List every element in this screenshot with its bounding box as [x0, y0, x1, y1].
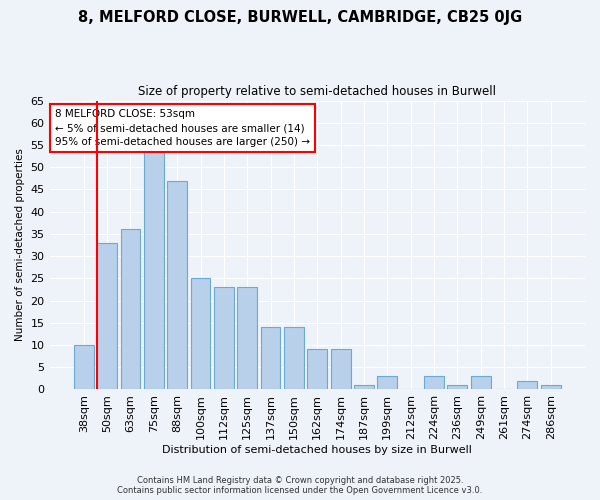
Bar	[354, 385, 374, 390]
Bar	[541, 385, 560, 390]
Bar	[167, 180, 187, 390]
Bar	[331, 350, 350, 390]
Bar	[377, 376, 397, 390]
Bar	[471, 376, 491, 390]
Text: 8, MELFORD CLOSE, BURWELL, CAMBRIDGE, CB25 0JG: 8, MELFORD CLOSE, BURWELL, CAMBRIDGE, CB…	[78, 10, 522, 25]
Bar	[307, 350, 327, 390]
Bar	[424, 376, 444, 390]
Bar	[517, 380, 538, 390]
Bar	[121, 230, 140, 390]
Y-axis label: Number of semi-detached properties: Number of semi-detached properties	[15, 148, 25, 342]
Bar	[74, 345, 94, 390]
Bar	[144, 150, 164, 390]
Title: Size of property relative to semi-detached houses in Burwell: Size of property relative to semi-detach…	[138, 85, 496, 98]
X-axis label: Distribution of semi-detached houses by size in Burwell: Distribution of semi-detached houses by …	[163, 445, 472, 455]
Bar	[191, 278, 211, 390]
Bar	[260, 327, 280, 390]
Text: Contains HM Land Registry data © Crown copyright and database right 2025.
Contai: Contains HM Land Registry data © Crown c…	[118, 476, 482, 495]
Text: 8 MELFORD CLOSE: 53sqm
← 5% of semi-detached houses are smaller (14)
95% of semi: 8 MELFORD CLOSE: 53sqm ← 5% of semi-deta…	[55, 109, 310, 147]
Bar	[448, 385, 467, 390]
Bar	[97, 243, 117, 390]
Bar	[214, 287, 234, 390]
Bar	[238, 287, 257, 390]
Bar	[284, 327, 304, 390]
